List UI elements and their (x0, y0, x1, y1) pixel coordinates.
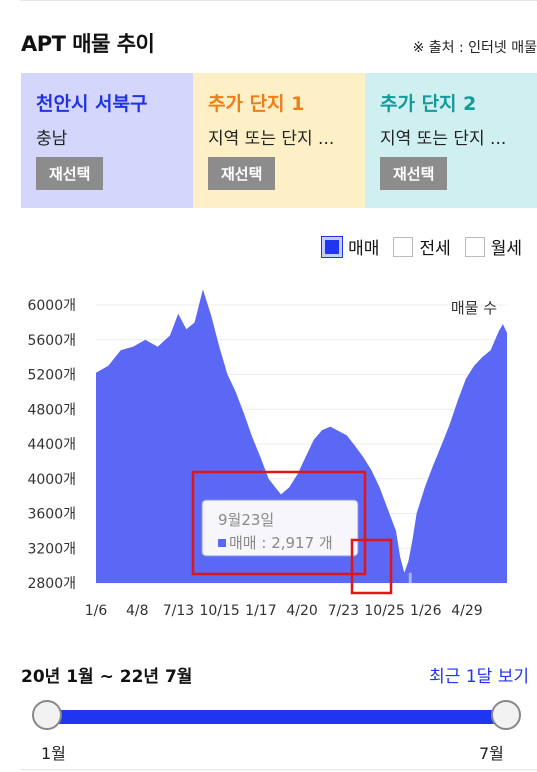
range-slider-track[interactable] (47, 710, 507, 724)
region-card-title: 추가 단지 1 (208, 93, 305, 115)
listing-trend-chart[interactable]: 6000개 5600개 5200개 4800개 4400개 4000개 3600개 3200개… (0, 285, 537, 625)
checkbox-icon[interactable] (393, 236, 414, 257)
chart-legend: 매매 전세 월세 (321, 234, 522, 259)
region-card-title: 추가 단지 2 (380, 93, 477, 115)
y-tick-label: 4400개 (27, 437, 76, 453)
region-card-main: 천안시 서북구 충남 재선택 (21, 73, 193, 208)
y-tick-label: 3200개 (27, 541, 76, 557)
range-start-label: 1월 (41, 744, 66, 763)
region-card-extra-1: 추가 단지 1 지역 또는 단지 ... 재선택 (193, 73, 365, 208)
legend-monthly-rent[interactable]: 월세 (464, 234, 522, 259)
tooltip-date: 9월23일 (218, 511, 274, 529)
x-tick-label: 4/8 (126, 603, 149, 619)
region-cards: 천안시 서북구 충남 재선택 추가 단지 1 지역 또는 단지 ... 재선택 … (21, 73, 537, 208)
y-tick-label: 6000개 (27, 298, 76, 314)
x-tick-label: 7/23 (328, 603, 359, 619)
legend-jeonse[interactable]: 전세 (393, 234, 451, 259)
region-card-title: 천안시 서북구 (36, 93, 148, 115)
legend-label: 월세 (490, 239, 522, 259)
x-tick-label: 1/6 (85, 603, 108, 619)
y-tick-label: 5200개 (27, 368, 76, 384)
highlight-box-point (350, 538, 393, 595)
x-tick-label: 4/20 (286, 603, 317, 619)
region-card-sub: 충남 (36, 129, 68, 149)
x-tick-label: 10/25 (364, 603, 404, 619)
date-range-text: 20년 1월 ~ 22년 7월 (21, 667, 193, 687)
x-tick-label: 10/15 (199, 603, 239, 619)
x-tick-label: 4/29 (451, 603, 482, 619)
tooltip-box (201, 499, 359, 557)
range-end-handle[interactable] (491, 700, 521, 730)
checkbox-icon[interactable] (321, 235, 344, 258)
y-tick-label: 2800개 (27, 576, 76, 592)
checkbox-icon[interactable] (464, 236, 485, 257)
legend-sale[interactable]: 매매 (321, 234, 380, 259)
y-tick-label: 4800개 (27, 402, 76, 418)
page-title: APT 매물 추이 (21, 32, 155, 56)
area-series-sale (96, 289, 507, 583)
x-tick-label: 1/17 (245, 603, 276, 619)
reselect-button[interactable]: 재선택 (208, 157, 276, 190)
top-divider (20, 0, 537, 1)
reselect-button[interactable]: 재선택 (36, 157, 104, 190)
bottom-divider (20, 769, 537, 770)
legend-label: 매매 (348, 239, 380, 259)
y-axis-title: 매물 수 (451, 299, 497, 317)
y-tick-label: 3600개 (27, 507, 76, 523)
source-note: ※ 출처 : 인터넷 매물 (412, 40, 537, 56)
region-card-extra-2: 추가 단지 2 지역 또는 단지 ... 재선택 (365, 73, 537, 208)
x-tick-label: 1/26 (410, 603, 442, 619)
range-start-handle[interactable] (32, 700, 62, 730)
reselect-button[interactable]: 재선택 (380, 157, 448, 190)
x-tick-label: 7/13 (163, 603, 194, 619)
y-tick-label: 5600개 (27, 333, 76, 349)
range-end-label: 7월 (479, 744, 504, 763)
recent-month-link[interactable]: 최근 1달 보기 (429, 667, 529, 687)
region-card-sub[interactable]: 지역 또는 단지 ... (208, 129, 335, 149)
tooltip-value: 매매 : 2,917 개 (229, 534, 333, 552)
highlight-box-tooltip (191, 470, 367, 576)
legend-label: 전세 (419, 239, 451, 259)
y-tick-label: 4000개 (27, 472, 76, 488)
tooltip-series-swatch (218, 539, 226, 547)
region-card-sub[interactable]: 지역 또는 단지 ... (380, 129, 507, 149)
